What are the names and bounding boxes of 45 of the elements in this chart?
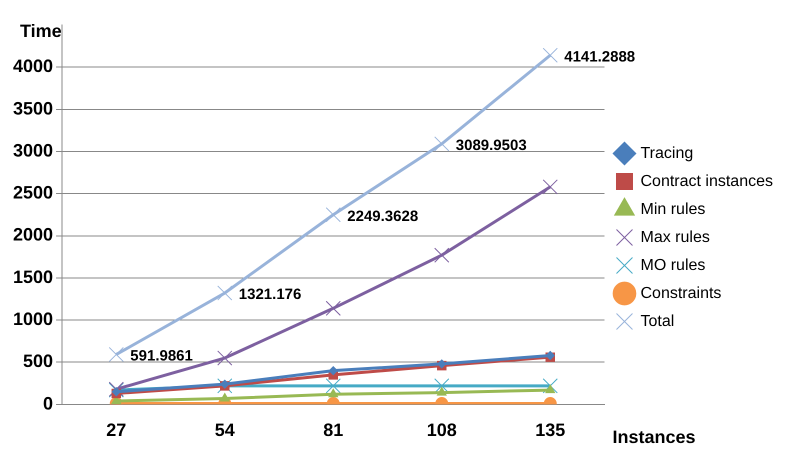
y-axis-title: Time [20,20,62,41]
point [542,378,558,394]
x-tick-label: 81 [323,420,344,440]
point [434,136,450,152]
point [326,378,341,394]
data-label: 3089.9503 [456,137,527,154]
data-label: 1321.176 [238,286,302,304]
point [220,393,230,402]
y-tick-label: 4000 [12,56,54,76]
legend-label: Total [640,312,674,330]
point [328,388,338,398]
x-tick-label: 135 [535,420,566,440]
y-tick-label: 1500 [12,266,54,287]
x-tick-label: 54 [214,420,235,440]
y-tick-label: 500 [22,351,54,372]
y-tick-label: 2500 [12,182,54,203]
point [542,179,558,194]
legend-label: Tracing [640,144,694,162]
legend-label: Contract instances [640,172,774,190]
x-tick-label: 108 [426,420,457,440]
point [328,366,338,376]
point [108,346,124,362]
y-tick-label: 2000 [12,224,54,245]
legend-label: Min rules [640,200,706,218]
legend-label: Max rules [640,228,710,246]
point [436,387,447,396]
point [217,285,232,301]
point [326,300,341,316]
data-label: 591.9861 [130,348,193,365]
x-tick-label: 27 [106,420,126,440]
point [217,350,232,366]
point [434,248,450,263]
data-label: 4141.2888 [564,48,636,66]
y-tick-label: 1000 [12,309,54,330]
data-label: 2249.3628 [347,208,418,225]
y-tick-label: 0 [43,393,54,414]
x-axis-title: Instances [612,426,696,447]
legend-label: MO rules [640,256,706,274]
point [545,384,556,394]
point [326,207,341,222]
y-tick-label: 3500 [12,98,54,118]
legend-label: Constraints [640,284,722,302]
y-tick-label: 3000 [12,140,54,160]
point [542,48,558,63]
point [434,378,450,394]
